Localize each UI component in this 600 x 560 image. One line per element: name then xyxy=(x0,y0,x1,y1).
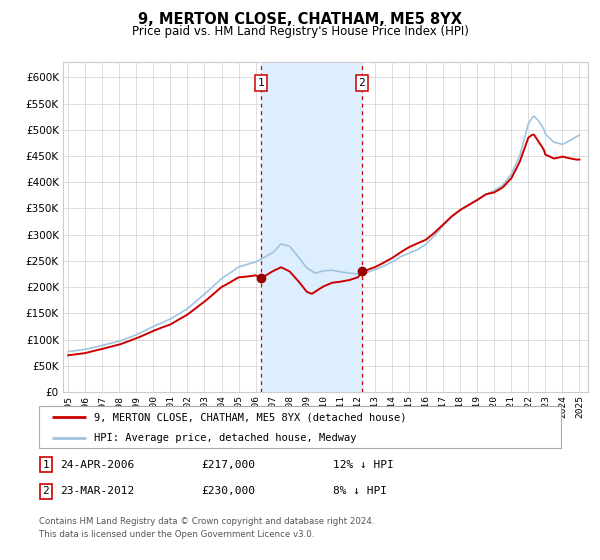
Text: 1: 1 xyxy=(42,460,49,470)
Text: 23-MAR-2012: 23-MAR-2012 xyxy=(60,486,134,496)
Text: This data is licensed under the Open Government Licence v3.0.: This data is licensed under the Open Gov… xyxy=(39,530,314,539)
FancyBboxPatch shape xyxy=(39,406,561,448)
Bar xyxy=(261,62,362,392)
Text: 24-APR-2006: 24-APR-2006 xyxy=(60,460,134,470)
Text: 1: 1 xyxy=(257,78,264,88)
Text: Price paid vs. HM Land Registry's House Price Index (HPI): Price paid vs. HM Land Registry's House … xyxy=(131,25,469,38)
Text: 8% ↓ HPI: 8% ↓ HPI xyxy=(333,486,387,496)
Text: £230,000: £230,000 xyxy=(201,486,255,496)
FancyBboxPatch shape xyxy=(40,457,52,473)
FancyBboxPatch shape xyxy=(40,484,52,498)
Text: 9, MERTON CLOSE, CHATHAM, ME5 8YX (detached house): 9, MERTON CLOSE, CHATHAM, ME5 8YX (detac… xyxy=(94,412,406,422)
Text: Contains HM Land Registry data © Crown copyright and database right 2024.: Contains HM Land Registry data © Crown c… xyxy=(39,517,374,526)
Text: HPI: Average price, detached house, Medway: HPI: Average price, detached house, Medw… xyxy=(94,433,356,444)
Text: 9, MERTON CLOSE, CHATHAM, ME5 8YX: 9, MERTON CLOSE, CHATHAM, ME5 8YX xyxy=(138,12,462,27)
Text: 2: 2 xyxy=(42,486,49,496)
Text: 12% ↓ HPI: 12% ↓ HPI xyxy=(333,460,394,470)
Text: 2: 2 xyxy=(358,78,365,88)
Text: £217,000: £217,000 xyxy=(201,460,255,470)
